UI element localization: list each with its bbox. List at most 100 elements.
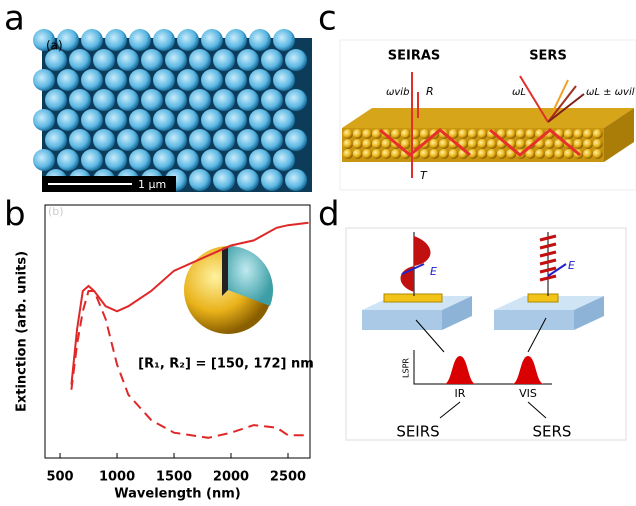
- x-tick-label: 2500: [270, 470, 306, 485]
- particle: [129, 29, 151, 51]
- particle: [201, 69, 223, 91]
- particle: [249, 109, 271, 131]
- particle: [141, 129, 163, 151]
- particle: [105, 69, 127, 91]
- particle: [105, 109, 127, 131]
- particle: [237, 129, 259, 151]
- particle: [69, 129, 91, 151]
- gold-sphere: [400, 129, 411, 139]
- gold-sphere: [362, 129, 373, 139]
- lspr-plot: [413, 350, 552, 419]
- waveguide-rays: [379, 128, 581, 157]
- particle: [153, 109, 175, 131]
- gold-sphere: [563, 149, 574, 159]
- gold-sphere: [573, 139, 584, 149]
- particle: [105, 29, 127, 51]
- gold-sphere: [515, 129, 526, 139]
- particle: [273, 69, 295, 91]
- slab-side: [604, 108, 634, 162]
- particle: [273, 109, 295, 131]
- panel-letter: b: [4, 195, 26, 235]
- gold-sphere: [381, 149, 392, 159]
- particle: [141, 89, 163, 111]
- gold-sphere: [583, 139, 593, 149]
- series-line: [70, 290, 309, 439]
- particle: [165, 89, 187, 111]
- scheme-frame: [345, 227, 627, 441]
- gold-sphere: [362, 149, 373, 159]
- particle: [189, 89, 211, 111]
- particle: [129, 69, 151, 91]
- particle: [129, 149, 151, 171]
- gold-sphere: [467, 139, 478, 149]
- gold-sphere: [429, 139, 440, 149]
- gold-sphere: [448, 149, 459, 159]
- core-shell-sphere: [184, 245, 274, 334]
- plot-frame: [44, 204, 311, 459]
- particle: [225, 109, 247, 131]
- gold-sphere: [563, 129, 574, 139]
- gold-sphere: [439, 149, 449, 159]
- particle: [117, 129, 139, 151]
- particle: [93, 89, 115, 111]
- particle: [57, 149, 79, 171]
- particle: [93, 49, 115, 71]
- slab-top: [342, 108, 634, 128]
- particle: [261, 129, 283, 151]
- gold-sphere: [448, 129, 459, 139]
- gold-sphere: [583, 129, 593, 139]
- field-label: E: [568, 259, 575, 272]
- gold-sphere: [487, 139, 497, 149]
- particle: [33, 149, 55, 171]
- particle: [273, 29, 295, 51]
- gold-sphere: [371, 139, 382, 149]
- x-axis-label: Wavelength (nm): [114, 487, 240, 502]
- gold-sphere: [343, 129, 353, 139]
- gold-sphere: [400, 139, 411, 149]
- particle: [165, 129, 187, 151]
- particle: [213, 169, 235, 191]
- particle: [129, 109, 151, 131]
- particle: [201, 109, 223, 131]
- particle: [45, 49, 67, 71]
- particle: [261, 169, 283, 191]
- gold-sphere: [544, 139, 555, 149]
- particle: [69, 49, 91, 71]
- gold-sphere: [477, 129, 488, 139]
- particle: [201, 149, 223, 171]
- particle: [285, 49, 307, 71]
- particle: [81, 109, 103, 131]
- particle: [237, 169, 259, 191]
- particle: [165, 49, 187, 71]
- particle: [153, 69, 175, 91]
- gold-sphere: [352, 149, 363, 159]
- particle: [33, 29, 55, 51]
- gold-sphere: [419, 129, 430, 139]
- gold-sphere: [525, 129, 536, 139]
- particle: [33, 69, 55, 91]
- particle: [237, 89, 259, 111]
- particle: [249, 29, 271, 51]
- x-tick-label: 1000: [99, 470, 135, 485]
- particle: [285, 169, 307, 191]
- substrates: [362, 293, 604, 330]
- particle: [261, 89, 283, 111]
- particle: [33, 109, 55, 131]
- field-label: E: [430, 265, 437, 278]
- gold-sphere: [525, 149, 536, 159]
- gold-sphere: [496, 149, 507, 159]
- particle: [249, 69, 271, 91]
- particle: [213, 89, 235, 111]
- image-tag: (a): [46, 39, 63, 53]
- arrows: [411, 72, 585, 178]
- gold-sphere: [592, 149, 603, 159]
- particle: [153, 29, 175, 51]
- particle: [177, 149, 199, 171]
- particle: [81, 29, 103, 51]
- gold-sphere: [592, 129, 603, 139]
- particle: [285, 129, 307, 151]
- particle: [117, 49, 139, 71]
- particle: [213, 129, 235, 151]
- particle: [213, 49, 235, 71]
